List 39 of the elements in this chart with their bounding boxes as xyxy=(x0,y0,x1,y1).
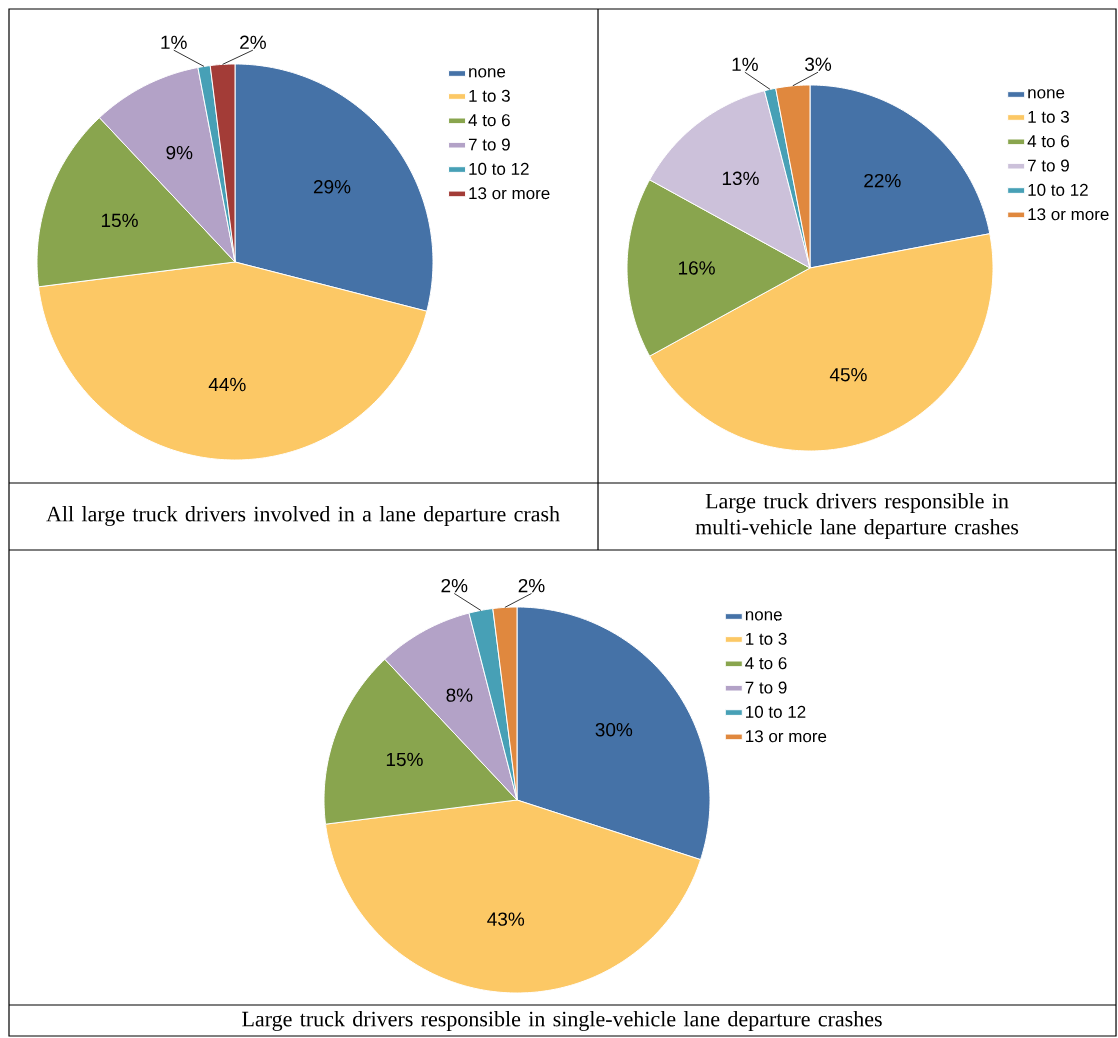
data-label: 15% xyxy=(101,213,138,228)
data-label: 43% xyxy=(487,912,525,926)
legend-label: 4 to 6 xyxy=(745,657,787,670)
data-label: 15% xyxy=(386,752,423,767)
data-label: 29% xyxy=(313,180,351,194)
data-label: 2% xyxy=(240,35,266,49)
legend-label: 13 or more xyxy=(469,187,550,200)
data-label: 1% xyxy=(732,57,758,71)
legend-label: 10 to 12 xyxy=(746,705,806,718)
legend-label: none xyxy=(1028,89,1065,99)
legend-label: 1 to 3 xyxy=(469,89,510,102)
legend-label: 13 or more xyxy=(1028,208,1109,221)
data-label: 16% xyxy=(678,261,715,275)
data-label: 8% xyxy=(446,688,473,702)
legend-label: 4 to 6 xyxy=(468,114,510,127)
data-label: 13% xyxy=(722,171,759,186)
legend-label: 7 to 9 xyxy=(1028,159,1069,172)
data-label: 22% xyxy=(864,173,901,188)
legend-label: 13 or more xyxy=(746,730,827,743)
data-label: 45% xyxy=(829,368,867,382)
data-label: 1% xyxy=(161,35,187,49)
legend-label: 10 to 12 xyxy=(1028,183,1088,196)
legend-label: 7 to 9 xyxy=(468,138,510,151)
data-label: 44% xyxy=(208,377,246,392)
text: Large truck drivers responsible in single-vehicle lane departure crashes xyxy=(242,1010,882,1032)
data-label: 9% xyxy=(166,145,193,160)
data-label: 2% xyxy=(518,578,545,593)
text: Large truck drivers responsible in multi-vehicle lane departure crashes xyxy=(695,493,1019,539)
legend-label: 10 to 12 xyxy=(469,162,529,175)
legend-label: 1 to 3 xyxy=(746,632,787,645)
data-label: 30% xyxy=(595,722,633,737)
legend-label: 7 to 9 xyxy=(745,681,787,694)
text: All large truck drivers involved in a lane departure crash xyxy=(46,505,560,526)
legend-label: none xyxy=(469,68,506,78)
data-label: 3% xyxy=(805,57,832,71)
legend-label: none xyxy=(745,611,782,621)
data-label: 2% xyxy=(441,578,468,593)
legend-label: 1 to 3 xyxy=(1028,110,1069,123)
legend-label: 4 to 6 xyxy=(1027,135,1069,148)
